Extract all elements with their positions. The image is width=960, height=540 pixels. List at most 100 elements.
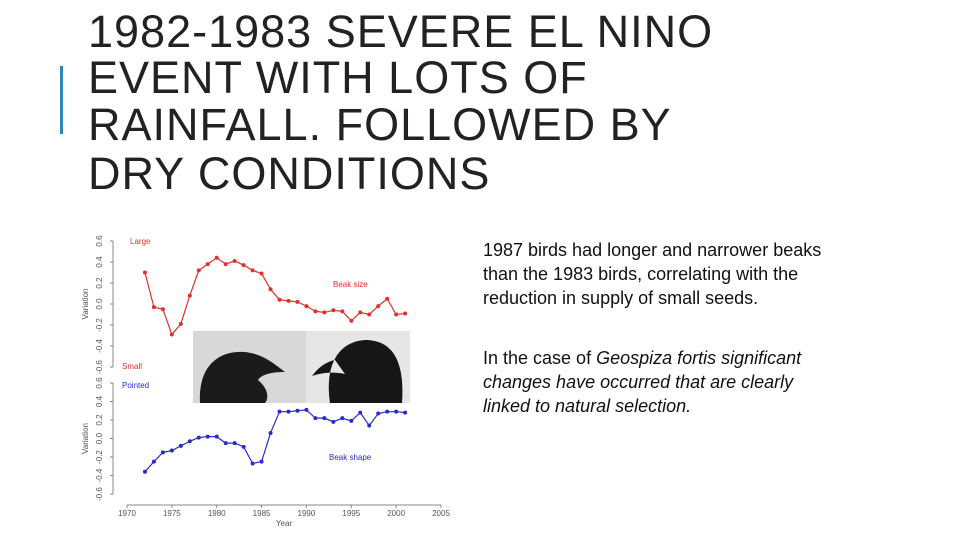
point [259, 459, 264, 464]
point [142, 270, 147, 275]
point [241, 263, 246, 268]
annotation: Beak shape [329, 453, 372, 462]
point [142, 469, 147, 474]
y-tick-label: 0.2 [95, 277, 104, 289]
point [385, 409, 390, 414]
point [385, 296, 390, 301]
point [295, 299, 300, 304]
point [367, 312, 372, 317]
point [295, 408, 300, 413]
point [313, 416, 318, 421]
text: In the case of [483, 348, 597, 368]
point [331, 419, 336, 424]
point [160, 307, 165, 312]
point [268, 430, 273, 435]
point [169, 332, 174, 337]
point [304, 304, 309, 309]
x-tick-label: 1985 [253, 509, 271, 518]
point [196, 435, 201, 440]
y-tick-label: -0.6 [95, 360, 104, 374]
y-tick-label: 0.6 [95, 235, 104, 247]
point [223, 262, 228, 267]
x-tick-label: 1970 [118, 509, 136, 518]
point [160, 450, 165, 455]
point [394, 409, 399, 414]
title-line: DRY CONDITIONS [88, 148, 491, 199]
point [358, 410, 363, 415]
point [259, 271, 264, 276]
y-tick-label: 0.2 [95, 414, 104, 426]
paragraph: In the case of Geospiza fortis significa… [483, 346, 843, 418]
point [205, 434, 210, 439]
point [205, 262, 210, 267]
point [223, 441, 228, 446]
point [349, 418, 354, 423]
italic-text: Geospiza fortis significant changes have… [483, 348, 802, 416]
point [277, 297, 282, 302]
point [340, 309, 345, 314]
point [151, 459, 156, 464]
point [403, 410, 408, 415]
point [196, 268, 201, 273]
point [340, 416, 345, 421]
annotation: Large [130, 237, 151, 246]
title-line: RAINFALL. FOLLOWED BY [88, 99, 672, 150]
y-tick-label: 0.4 [95, 256, 104, 268]
x-axis-label: Year [276, 519, 293, 528]
x-tick-label: 1975 [163, 509, 181, 518]
point [169, 448, 174, 453]
point [268, 287, 273, 292]
y-tick-label: -0.4 [95, 339, 104, 353]
line [144, 409, 406, 473]
point [286, 298, 291, 303]
y-tick-label: -0.2 [95, 450, 104, 464]
point [232, 441, 237, 446]
title-line: EVENT WITH LOTS OF [88, 52, 588, 103]
y-tick-label: -0.4 [95, 468, 104, 482]
point [367, 423, 372, 428]
photo [193, 331, 410, 403]
point [376, 304, 381, 309]
paragraph: 1987 birds had longer and narrower beaks… [483, 238, 843, 310]
x-tick-label: 1995 [342, 509, 360, 518]
point [178, 321, 183, 326]
text: 1987 birds had longer and narrower beaks… [483, 240, 822, 308]
point [187, 293, 192, 298]
point [232, 258, 237, 263]
annotation: Small [122, 362, 142, 371]
point [241, 444, 246, 449]
point [277, 409, 282, 414]
x-tick-label: 1980 [208, 509, 226, 518]
y-tick-label: 0.6 [95, 377, 104, 389]
point [322, 310, 327, 315]
point [178, 443, 183, 448]
point [187, 439, 192, 444]
annotation: Pointed [122, 381, 149, 390]
y-tick-label: 0.4 [95, 395, 104, 407]
title-line: 1982-1983 SEVERE EL NINO [88, 6, 714, 57]
y-tick-label: 0.0 [95, 298, 104, 310]
point [250, 461, 255, 466]
point [349, 318, 354, 323]
x-tick-label: 2005 [432, 509, 450, 518]
chart: -0.6 -0.4 -0.2 0.0 0.2 0.4 0.6 Variation Large Sm… [81, 235, 450, 528]
point [250, 268, 255, 273]
point [376, 411, 381, 416]
point [214, 434, 219, 439]
point [322, 416, 327, 421]
x-tick-label: 2000 [387, 509, 405, 518]
point [151, 305, 156, 310]
point [214, 255, 219, 260]
y-axis-label: Variation [81, 289, 90, 320]
accent-bar [60, 66, 63, 134]
point [394, 312, 399, 317]
point [304, 407, 309, 412]
y-tick-label: -0.6 [95, 487, 104, 501]
annotation: Beak size [333, 280, 368, 289]
point [403, 311, 408, 316]
point [358, 310, 363, 315]
point [331, 308, 336, 313]
y-axis-label: Variation [81, 423, 90, 454]
x-tick-label: 1990 [298, 509, 316, 518]
